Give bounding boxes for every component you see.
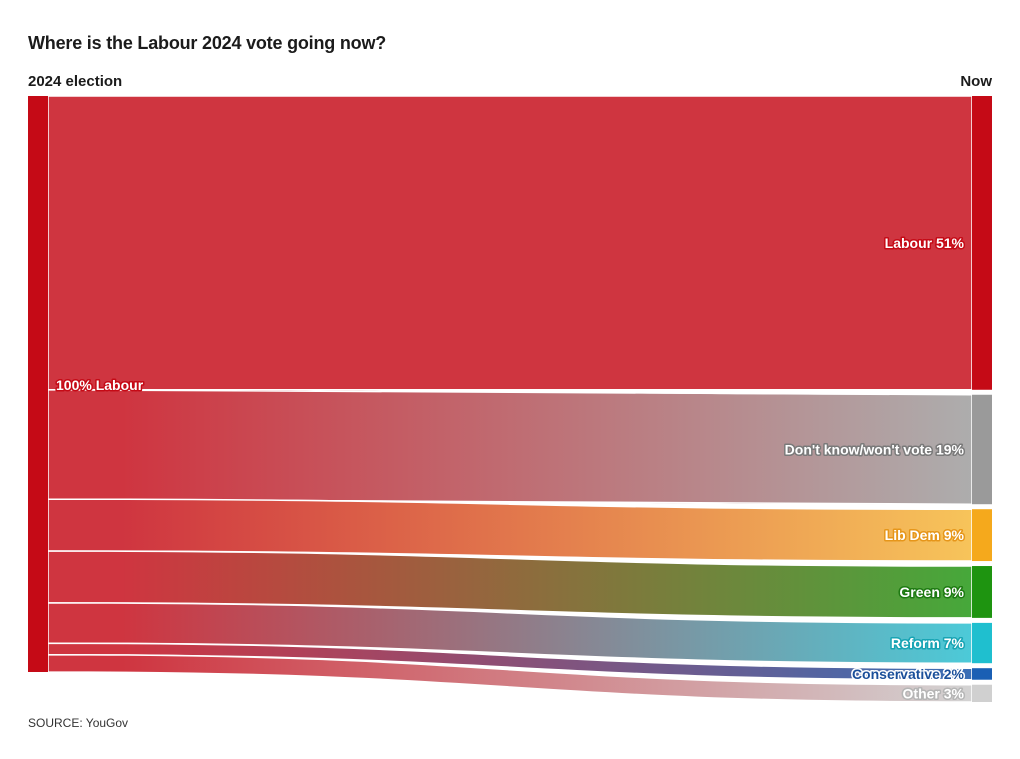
target-label-don-t-know-won-t-vote: Don't know/won't vote 19%	[785, 441, 965, 457]
left-column-label: 2024 election	[28, 73, 123, 90]
right-column-label: Now	[960, 73, 992, 90]
target-node-other	[972, 684, 992, 702]
target-label-green: Green 9%	[899, 584, 964, 600]
flows-group	[47, 95, 973, 703]
target-node-don-t-know-won-t-vote	[972, 394, 992, 505]
source-node-labour	[28, 96, 48, 672]
target-label-reform: Reform 7%	[891, 635, 965, 651]
nodes-group	[28, 96, 992, 702]
target-node-green	[972, 566, 992, 618]
target-node-conservative	[972, 668, 992, 680]
target-label-lib-dem: Lib Dem 9%	[885, 527, 965, 543]
target-node-lib-dem	[972, 509, 992, 562]
target-node-reform	[972, 622, 992, 664]
source-note: SOURCE: YouGov	[28, 716, 129, 730]
flow-labour	[47, 95, 973, 391]
chart-title: Where is the Labour 2024 vote going now?	[28, 33, 387, 53]
target-label-labour: Labour 51%	[885, 235, 965, 251]
target-label-other: Other 3%	[903, 685, 965, 701]
target-node-labour	[972, 96, 992, 390]
labels-group: Labour 51% Don't know/won't vote 19% Lib D…	[55, 233, 967, 702]
target-label-conservative: Conservative 2%	[852, 666, 965, 682]
source-label: 100% Labour	[56, 377, 144, 393]
